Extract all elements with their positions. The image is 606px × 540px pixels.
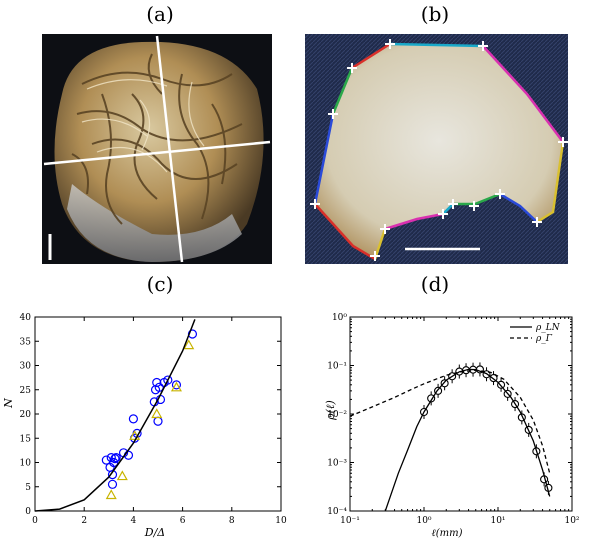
chart-c-point-circle <box>154 382 164 392</box>
chart-d-ylabel: ρ(ℓ) <box>324 400 337 421</box>
chart-c-ytick-label: 5 <box>25 483 31 493</box>
chart-c-frame <box>34 316 282 512</box>
chart-d-legend-label: ρ_LN <box>535 323 561 333</box>
chart-d-ytick-label: 10⁻⁴ <box>327 507 347 517</box>
chart-d-legend-label: ρ_Γ <box>535 334 553 344</box>
chart-c-ytick-label: 0 <box>25 507 31 517</box>
chart-c-xtick-label: 8 <box>229 516 235 526</box>
chart-c-xtick-label: 6 <box>180 516 186 526</box>
cut-line-horizontal <box>43 140 271 166</box>
flattened-sheet-photo <box>305 34 568 264</box>
chart-c-point-circle <box>153 416 163 426</box>
chart-c-ytick-label: 40 <box>20 313 32 323</box>
chart-d-xlabel: ℓ(mm) <box>432 528 463 539</box>
chart-c-point-circle <box>123 450 134 460</box>
chart-d-xtick-label: 10² <box>564 516 579 526</box>
chart-c-ytick-label: 25 <box>20 386 32 396</box>
chart-c-point-circle <box>171 380 182 390</box>
chart-c-ytick-label: 10 <box>20 459 32 469</box>
panel-label-c: (c) <box>146 272 174 296</box>
chart-c-point-triangle <box>151 408 163 419</box>
chart-c-point-circle <box>107 470 118 480</box>
chart-c-point-circle <box>110 454 120 464</box>
cut-line-vertical <box>155 35 184 263</box>
panel-label-a: (a) <box>146 2 174 26</box>
chart-c-point-circle <box>152 377 162 388</box>
chart-c-point-circle <box>128 414 138 424</box>
chart-c-point-triangle <box>129 430 141 440</box>
chart-c-fit-curve <box>34 319 196 512</box>
chart-c-point-triangle <box>105 489 117 500</box>
chart-c-xtick-label: 10 <box>275 516 287 526</box>
chart-d-ytick-label: 10⁻² <box>327 410 347 420</box>
chart-c-point-circle <box>106 453 116 463</box>
chart-d-lognormal-curve <box>384 368 551 512</box>
chart-c-point-triangle <box>170 381 182 392</box>
chart-d-frame <box>349 316 573 512</box>
chart-c-ytick-label: 15 <box>20 434 32 444</box>
chart-c-point-triangle <box>183 339 195 350</box>
chart-c-ytick-label: 30 <box>20 362 32 372</box>
chart-d-ytick-label: 10⁻³ <box>327 459 347 469</box>
chart-d-xtick-label: 10¹ <box>490 516 505 526</box>
chart-c-xtick-label: 2 <box>81 516 87 526</box>
chart-c-xtick-label: 0 <box>32 516 38 526</box>
crumpled-ball-photo <box>42 34 272 264</box>
vertex-markers <box>310 39 568 261</box>
chart-c-point-circle <box>163 375 173 385</box>
chart-d-ytick-label: 10⁰ <box>332 313 347 323</box>
panel-label-b: (b) <box>420 2 450 26</box>
chart-c-ylabel: N <box>2 398 15 409</box>
chart-c-point-triangle <box>116 470 128 481</box>
chart-d-xtick-label: 10⁻¹ <box>340 516 360 526</box>
chart-c-ytick-label: 35 <box>20 337 32 347</box>
chart-c-point-circle <box>107 479 118 489</box>
panel-label-d: (d) <box>420 272 450 296</box>
chart-d-ytick-label: 10⁻¹ <box>327 362 347 372</box>
chart-c-point-circle <box>111 453 121 463</box>
chart-c-xtick-label: 4 <box>131 516 137 526</box>
chart-c-point-circle <box>109 457 119 468</box>
chart-d-xtick-label: 10⁰ <box>416 516 431 526</box>
chart-d: ρ(ℓ) ℓ(mm) 10⁻¹ 10⁰ 10¹ 10² 10⁻⁴ 10⁻³ 10⁻² 10⁻¹… <box>324 313 580 539</box>
chart-c-ytick-label: 20 <box>20 410 32 420</box>
chart-d-gamma-curve <box>349 369 551 474</box>
